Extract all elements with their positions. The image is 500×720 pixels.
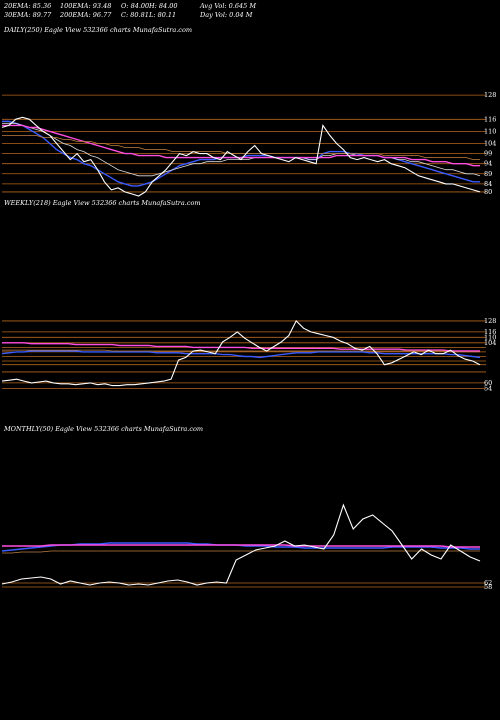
series-200ema (2, 135, 480, 160)
series-ema-a (1, 350, 481, 359)
series-ema-b (2, 342, 480, 352)
y-tick-label: 110 (484, 127, 496, 135)
y-tick-label: 54 (484, 384, 492, 392)
y-tick-label: 128 (484, 91, 496, 99)
avg-vol-text: Avg Vol: 0.645 M (200, 2, 257, 10)
y-tick-label: 104 (484, 339, 496, 347)
series-ema-c (2, 349, 480, 353)
y-tick-label: 89 (484, 170, 492, 178)
series-ema-c (2, 550, 480, 554)
high-text: H: 84.00 (149, 2, 178, 10)
y-tick-label: 84 (484, 180, 492, 188)
y-tick-label: 60 (484, 379, 492, 387)
series-price (1, 319, 481, 387)
y-tick-label: 80 (484, 188, 492, 196)
y-tick-label: 58 (484, 583, 492, 591)
ema100-text: 100EMA: 93.48 (60, 2, 112, 10)
y-tick-label: 104 (484, 140, 496, 148)
y-tick-label: 94 (484, 160, 492, 168)
close-text: C: 80.81 (121, 11, 149, 19)
series-price (1, 116, 481, 197)
day-vol-text: Day Vol: 0.04 M (200, 11, 253, 19)
ema200-text: 200EMA: 96.77 (60, 11, 112, 19)
ema30-text: 30EMA: 89.77 (4, 11, 52, 19)
open-text: O: 84.00 (121, 2, 150, 10)
low-text: L: 80.11 (149, 11, 177, 19)
monthly-chart-label: MONTHLY(50) Eagle View 532366 charts Mun… (4, 425, 204, 433)
weekly-chart-label: WEEKLY(218) Eagle View 532366 charts Mun… (4, 199, 201, 207)
series-ema-b (2, 544, 480, 548)
y-tick-label: 110 (484, 333, 496, 341)
series-price (1, 503, 481, 586)
y-tick-label: 128 (484, 317, 496, 325)
y-tick-label: 116 (484, 115, 496, 123)
series-100ema (2, 124, 480, 167)
ema20-text: 20EMA: 85.36 (4, 2, 52, 10)
y-tick-label: 116 (484, 328, 496, 336)
y-tick-label: 62 (484, 579, 492, 587)
y-tick-label: 99 (484, 150, 492, 158)
daily-chart-label: DAILY(250) Eagle View 532366 charts Muna… (4, 26, 193, 34)
series-ema-a (1, 542, 480, 552)
